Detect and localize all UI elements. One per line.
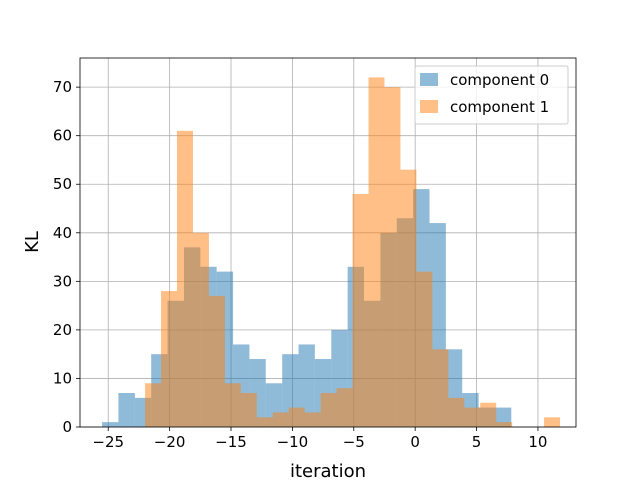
legend-swatch-component-0 [420, 73, 438, 86]
y-tick-label: 70 [53, 78, 72, 96]
histogram-bar-component-1 [224, 383, 241, 427]
histogram-bar-component-1 [416, 271, 433, 427]
histogram-bar-component-1 [464, 407, 481, 427]
histogram-bar-component-1 [480, 402, 497, 427]
y-tick-label: 10 [53, 369, 72, 387]
histogram-bar-component-1 [288, 407, 305, 427]
x-axis-title: iteration [290, 461, 366, 480]
histogram-bar-component-0 [102, 422, 119, 427]
x-tick-label: 5 [472, 433, 482, 451]
histogram-bar-component-1 [448, 397, 465, 427]
y-tick-label: 50 [53, 175, 72, 193]
legend-label-component-0: component 0 [450, 71, 549, 89]
x-tick-label: −25 [92, 433, 124, 451]
histogram-bar-component-1 [384, 87, 401, 427]
x-tick-label: −5 [343, 433, 365, 451]
histogram-bar-component-1 [320, 393, 337, 427]
legend-swatch-component-1 [420, 100, 438, 113]
x-tick-label: 0 [410, 433, 420, 451]
histogram-bar-component-1 [352, 193, 369, 427]
histogram-bar-component-0 [118, 393, 135, 427]
y-axis-title: KL [22, 231, 43, 253]
histogram-bar-component-1 [336, 388, 353, 427]
histogram-bar-component-1 [368, 77, 385, 427]
legend: component 0 component 1 [414, 65, 569, 125]
histogram-bar-component-1 [176, 130, 193, 427]
histogram-bar-component-1 [272, 412, 289, 427]
histogram-bar-component-1 [192, 232, 209, 427]
histogram-bar-component-1 [145, 383, 162, 427]
legend-box [414, 65, 569, 125]
histogram-bar-component-1 [432, 349, 449, 427]
histogram-bar-component-1 [496, 422, 513, 427]
histogram-bar-component-1 [304, 412, 321, 427]
y-tick-label: 20 [53, 321, 72, 339]
histogram-bar-component-1 [208, 295, 225, 427]
y-tick-label: 30 [53, 272, 72, 290]
y-tick-label: 40 [53, 224, 72, 242]
x-tick-label: −10 [277, 433, 309, 451]
histogram-bar-component-1 [400, 169, 417, 427]
histogram-bar-component-1 [544, 417, 561, 427]
y-tick-label: 0 [62, 418, 72, 436]
x-tick-label: −20 [154, 433, 186, 451]
y-tick-label: 60 [53, 127, 72, 145]
histogram-bar-component-1 [240, 393, 257, 427]
legend-label-component-1: component 1 [450, 98, 549, 116]
axes-frame [79, 57, 577, 428]
x-tick-label: −15 [215, 433, 247, 451]
x-tick-label: 10 [528, 433, 547, 451]
histogram-bar-component-1 [256, 417, 273, 427]
plot-bars [102, 77, 561, 427]
axis-ticks: −25 −20 −15 −10 −5 0 5 10 0 10 20 30 40 50 60 70 [53, 78, 548, 451]
histogram-bar-component-1 [161, 291, 177, 427]
histogram-bar-component-0 [298, 344, 315, 427]
